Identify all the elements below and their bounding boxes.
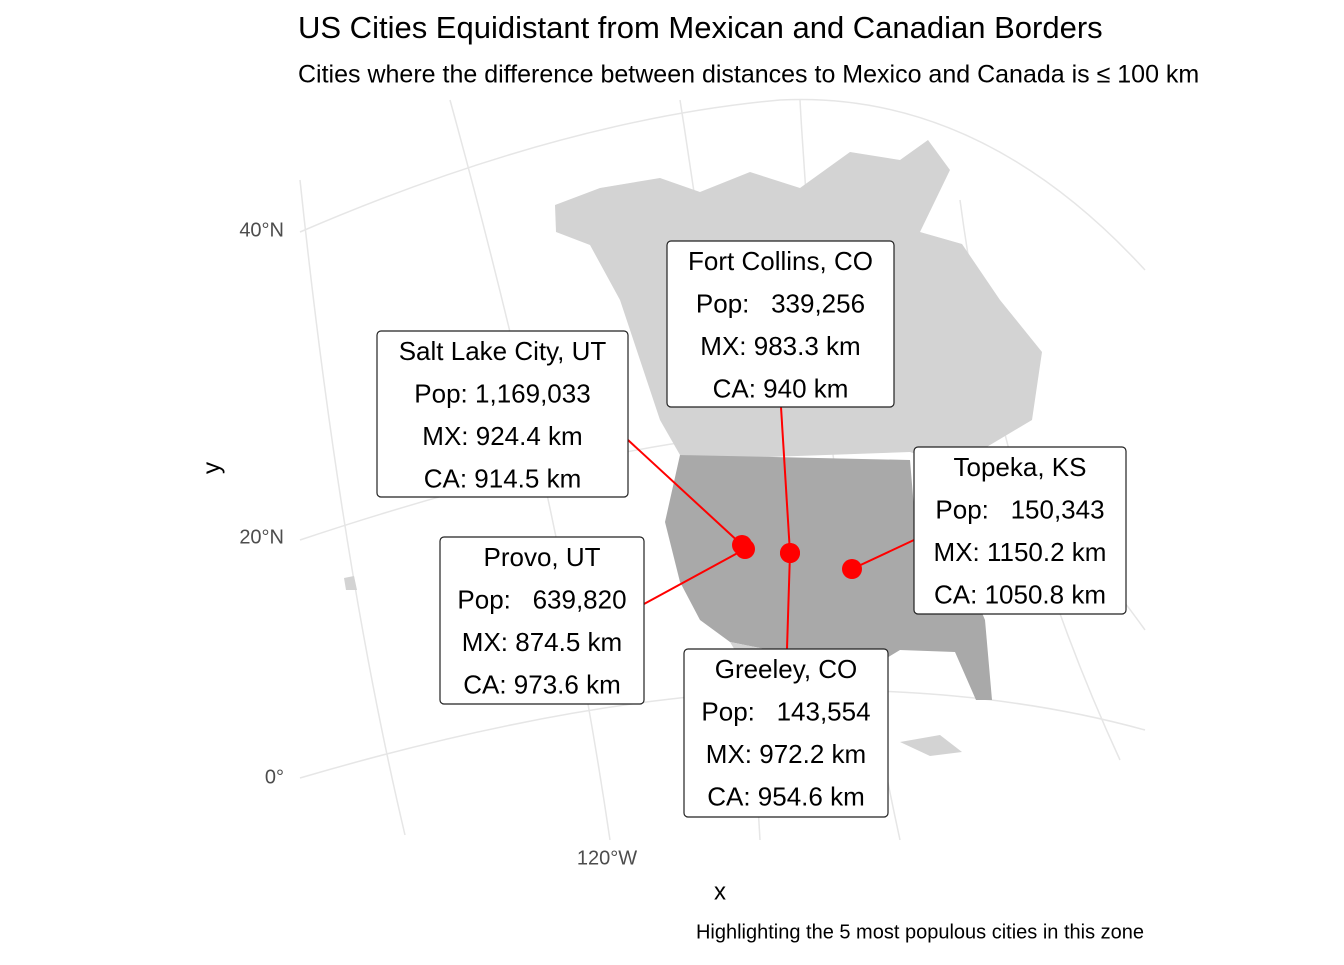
city-pop: Pop: 339,256	[696, 288, 865, 318]
leader-line	[786, 552, 791, 650]
lat-label: 40°N	[239, 219, 284, 241]
city-ca: CA: 954.6 km	[707, 781, 865, 811]
lat-label: 20°N	[239, 526, 284, 548]
city-pop: Pop: 143,554	[701, 696, 870, 726]
city-ca: CA: 940 km	[713, 373, 849, 403]
city-name: Salt Lake City, UT	[399, 336, 607, 366]
lat-label: 0°	[265, 766, 284, 788]
title: US Cities Equidistant from Mexican and C…	[298, 10, 1103, 45]
city-mx: MX: 983.3 km	[700, 331, 860, 361]
leader-line	[780, 406, 791, 554]
city-point	[842, 559, 862, 579]
subtitle: Cities where the difference between dist…	[298, 61, 1199, 89]
lon-label: 120°W	[577, 847, 637, 869]
city-ca: CA: 914.5 km	[424, 463, 582, 493]
x-axis-label: x	[714, 878, 726, 905]
hawaii	[344, 576, 357, 590]
city-name: Provo, UT	[483, 542, 600, 572]
label-box	[913, 446, 1127, 615]
leader-line	[643, 548, 746, 605]
label-box	[666, 240, 895, 408]
city-point	[780, 543, 800, 563]
city-mx: MX: 972.2 km	[706, 739, 866, 769]
city-mx: MX: 1150.2 km	[934, 537, 1107, 567]
caption: Highlighting the 5 most populous cities …	[696, 921, 1144, 943]
label-box	[439, 536, 645, 705]
city-ca: CA: 1050.8 km	[934, 579, 1106, 609]
city-name: Greeley, CO	[715, 654, 858, 684]
cuba	[900, 735, 962, 756]
city-pop: Pop: 1,169,033	[414, 378, 590, 408]
leader-line	[627, 439, 743, 546]
city-point	[735, 539, 755, 559]
arctic-island	[860, 180, 905, 232]
leader-line	[851, 539, 915, 570]
label-box	[376, 330, 629, 498]
usa	[665, 455, 992, 700]
city-mx: MX: 924.4 km	[422, 421, 582, 451]
city-ca: CA: 973.6 km	[463, 669, 621, 699]
city-labels: Salt Lake City, UT Pop: 1,169,033 MX: 924.…	[376, 240, 1127, 818]
y-axis-label: y	[198, 462, 225, 474]
city-name: Fort Collins, CO	[688, 246, 873, 276]
city-pop: Pop: 639,820	[457, 584, 626, 614]
label-box	[683, 648, 889, 818]
arctic-island	[780, 190, 840, 225]
city-name: Topeka, KS	[954, 452, 1087, 482]
city-mx: MX: 874.5 km	[462, 627, 622, 657]
city-pop: Pop: 150,343	[935, 494, 1104, 524]
